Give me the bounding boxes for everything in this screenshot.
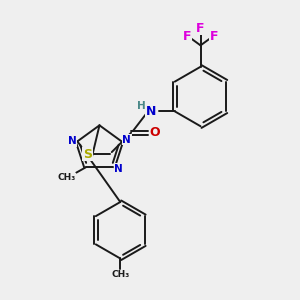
Text: CH₃: CH₃ (57, 173, 76, 182)
Text: N: N (68, 136, 76, 146)
Text: CH₃: CH₃ (111, 270, 129, 279)
Text: N: N (146, 105, 156, 118)
Text: O: O (150, 126, 160, 139)
Text: F: F (196, 22, 205, 34)
Text: F: F (183, 30, 191, 43)
Text: S: S (83, 148, 92, 161)
Text: N: N (122, 135, 131, 145)
Text: H: H (136, 101, 145, 111)
Text: N: N (114, 164, 123, 174)
Text: F: F (210, 30, 218, 43)
